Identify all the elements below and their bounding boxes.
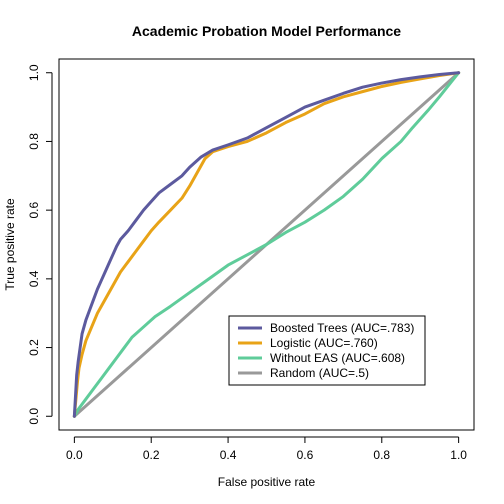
chart-title: Academic Probation Model Performance (132, 23, 401, 39)
plot-frame (58, 58, 475, 431)
x-tick-label: 0.8 (373, 448, 390, 462)
legend-label-2: Without EAS (AUC=.608) (270, 351, 405, 365)
series-line-1 (72, 71, 461, 418)
legend-label-0: Boosted Trees (AUC=.783) (270, 321, 414, 335)
legend-label-1: Logistic (AUC=.760) (270, 336, 378, 350)
x-axis: 0.0 0.2 0.4 0.6 0.8 1.0 (66, 436, 467, 462)
x-tick-label: 0.4 (220, 448, 237, 462)
legend-label-3: Random (AUC=.5) (270, 366, 369, 380)
y-tick-label: 0.2 (27, 339, 41, 356)
x-tick-label: 0.2 (143, 448, 160, 462)
series-line-0 (72, 71, 461, 418)
x-tick-label: 0.0 (66, 448, 83, 462)
y-axis-label: True positive rate (3, 198, 17, 291)
y-tick-label: 0.8 (27, 133, 41, 150)
y-tick-label: 0.4 (27, 270, 41, 287)
x-axis-label: False positive rate (218, 475, 316, 489)
y-tick-label: 0.6 (27, 201, 41, 218)
x-tick-label: 0.6 (297, 448, 314, 462)
x-tick-label: 1.0 (450, 448, 467, 462)
y-axis: 0.0 0.2 0.4 0.6 0.8 1.0 (27, 64, 53, 425)
y-tick-label: 0.0 (27, 408, 41, 425)
series-layer (72, 71, 461, 418)
legend: Boosted Trees (AUC=.783)Logistic (AUC=.7… (228, 315, 426, 386)
y-tick-label: 1.0 (27, 64, 41, 81)
series-line-2 (72, 71, 461, 418)
